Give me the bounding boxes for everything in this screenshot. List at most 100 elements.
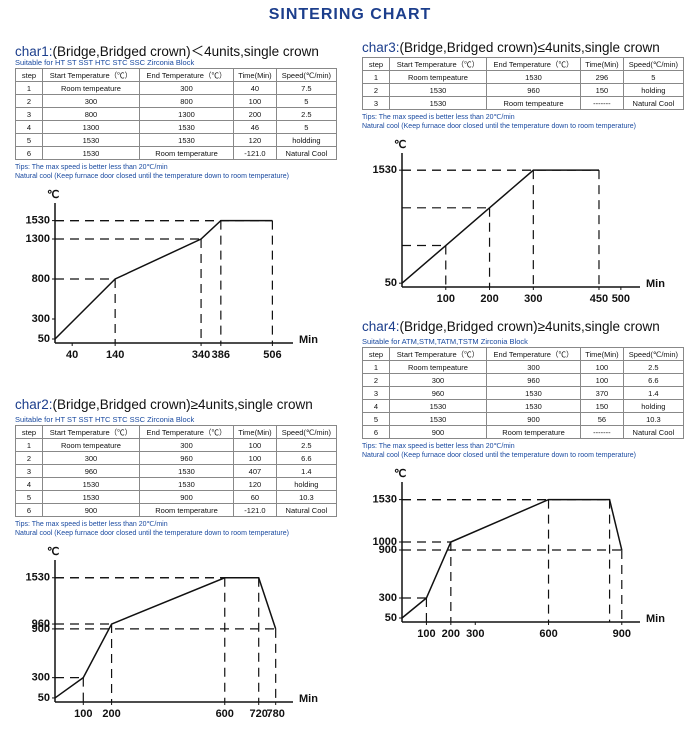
- temperature-line: [401, 169, 599, 284]
- y-axis-label: ℃: [394, 139, 406, 151]
- chart-label: char3:: [362, 40, 400, 55]
- table-cell: 5: [275, 120, 338, 134]
- table-cell: 100: [233, 94, 277, 108]
- header-cell: Time(Min): [233, 425, 277, 439]
- heading-text: (Bridge,Bridged crown)≤4units,single cro…: [399, 40, 660, 55]
- table-cell: Room temperature: [485, 425, 582, 439]
- table-cell: 960: [485, 373, 582, 387]
- section: char3:(Bridge,Bridged crown)≤4units,sing…: [362, 40, 685, 307]
- heading-text: (Bridge,Bridged crown)≥4units,single cro…: [52, 397, 313, 412]
- table-cell: Room temperature: [138, 503, 235, 517]
- table-row: 4 1530 1530 120 holding: [15, 477, 338, 491]
- table-cell: 1: [362, 70, 390, 84]
- table-cell: 6: [15, 146, 43, 160]
- table-cell: 5: [275, 94, 338, 108]
- table-cell: 100: [580, 360, 624, 374]
- heading-text: (Bridge,Bridged crown)≥4units,single cro…: [399, 319, 660, 334]
- tip: Tips: The max speed is better less than …: [362, 443, 515, 450]
- heading-text: (Bridge,Bridged crown)＜4units,single cro…: [52, 44, 319, 59]
- table-cell: 6.6: [622, 373, 685, 387]
- table-cell: 5: [362, 412, 390, 426]
- y-tick-label: 50: [385, 612, 397, 624]
- x-tick-label: 900: [613, 628, 631, 640]
- tip: Natural cool (Keep furnace door closed u…: [15, 530, 289, 537]
- chart-label: char1:: [15, 44, 53, 59]
- x-tick-label: 340: [192, 349, 210, 361]
- x-axis-label: Min: [299, 334, 318, 346]
- tips: Tips: The max speed is better less than …: [15, 520, 337, 538]
- table-cell: 407: [233, 464, 277, 478]
- table-cell: 1530: [389, 83, 487, 97]
- schedule-table: step Start Temperature（℃） End Temperature（…: [362, 57, 685, 110]
- table-cell: 800: [138, 94, 235, 108]
- tip: Tips: The max speed is better less than …: [15, 521, 168, 528]
- header-cell: End Temperature（℃）: [485, 347, 582, 361]
- table-cell: 1300: [42, 120, 140, 134]
- table-row: 2 300 960 100 6.6: [15, 451, 338, 465]
- table-cell: Room tempeature: [42, 438, 140, 452]
- table-cell: 900: [485, 412, 582, 426]
- table-cell: 960: [42, 464, 140, 478]
- table-cell: 300: [485, 360, 582, 374]
- section: char2:(Bridge,Bridged crown)≥4units,sing…: [15, 397, 338, 722]
- table-row: 6 900 Room temperature -121.0 Natural Cool: [15, 503, 338, 517]
- table-cell: 1.4: [275, 464, 338, 478]
- table-cell: 1530: [138, 120, 235, 134]
- y-axis-label: ℃: [394, 468, 406, 480]
- subtitle: Suitable for HT ST SST HTC STC SSC Zirco…: [15, 415, 195, 424]
- table-cell: 900: [138, 490, 235, 504]
- temperature-line: [54, 576, 277, 699]
- table-cell: -------: [580, 96, 624, 110]
- table-cell: 3: [15, 464, 43, 478]
- header-row: step Start Temperature（℃） End Temperature（…: [362, 57, 685, 71]
- table-cell: 900: [389, 425, 487, 439]
- table-cell: 7.5: [275, 81, 338, 95]
- y-tick-label: 900: [32, 623, 50, 635]
- table-cell: 200: [233, 107, 277, 121]
- tips: Tips: The max speed is better less than …: [362, 442, 684, 460]
- table-cell: -121.0: [233, 503, 277, 517]
- tips: Tips: The max speed is better less than …: [15, 163, 337, 181]
- table-cell: 2.5: [275, 438, 338, 452]
- table-cell: 300: [389, 373, 487, 387]
- table-cell: 5: [15, 133, 43, 147]
- header-cell: Start Temperature（℃）: [42, 425, 140, 439]
- table-cell: 6.6: [275, 451, 338, 465]
- table-row: 6 1530 Room temperature -121.0 Natural Cool: [15, 146, 338, 160]
- x-axis-label: Min: [299, 693, 318, 705]
- x-tick-label: 300: [524, 293, 542, 305]
- header-cell: Start Temperature（℃）: [389, 347, 487, 361]
- table-cell: holding: [622, 399, 685, 413]
- table-cell: 960: [485, 83, 582, 97]
- tip: Natural cool (Keep furnace door closed u…: [362, 123, 636, 130]
- y-tick-label: 1530: [373, 164, 397, 176]
- table-cell: 1530: [42, 490, 140, 504]
- table-cell: 6: [15, 503, 43, 517]
- header-cell: End Temperature（℃）: [138, 425, 235, 439]
- section: char1:(Bridge,Bridged crown)＜4units,sing…: [15, 40, 338, 363]
- header-cell: Speed(℃/min): [275, 425, 338, 439]
- table-cell: 100: [233, 438, 277, 452]
- table-cell: 300: [42, 451, 140, 465]
- table-cell: 100: [233, 451, 277, 465]
- table-row: 2 300 800 100 5: [15, 94, 338, 108]
- table-cell: 150: [580, 83, 624, 97]
- table-cell: 960: [389, 386, 487, 400]
- table-row: 1 Room tempeature 1530 296 5: [362, 70, 685, 84]
- x-tick-label: 100: [417, 628, 435, 640]
- table-cell: 1530: [485, 386, 582, 400]
- x-tick-label: 100: [74, 708, 92, 720]
- x-tick-label: 200: [480, 293, 498, 305]
- table-cell: 60: [233, 490, 277, 504]
- x-tick-label: 600: [539, 628, 557, 640]
- table-row: 1 Room tempeature 300 100 2.5: [15, 438, 338, 452]
- table-cell: 1530: [389, 399, 487, 413]
- tip: Natural cool (Keep furnace door closed u…: [15, 173, 289, 180]
- table-cell: 3: [15, 107, 43, 121]
- table-cell: 120: [233, 133, 277, 147]
- header-cell: Speed(℃/min): [622, 57, 685, 71]
- table-row: 2 300 960 100 6.6: [362, 373, 685, 387]
